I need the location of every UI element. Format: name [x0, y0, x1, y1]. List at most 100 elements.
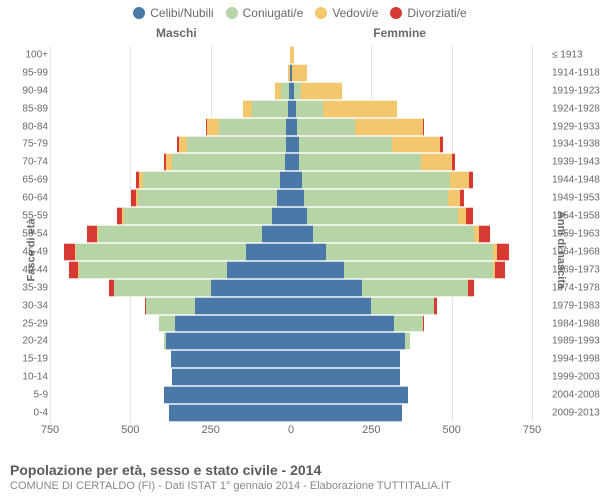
bar-segment: [362, 279, 468, 297]
female-half: [291, 82, 532, 100]
female-half: [291, 350, 532, 368]
bar-segment: [405, 332, 410, 350]
bar-segment: [291, 225, 313, 243]
male-half: [50, 404, 291, 422]
female-half: [291, 225, 532, 243]
age-label: 80-84: [4, 121, 48, 132]
bar-segment: [187, 136, 287, 154]
age-label: 25-29: [4, 318, 48, 329]
pyramid-row: [50, 243, 532, 261]
pyramid-row: [50, 386, 532, 404]
y-left-labels: 100+95-9990-9485-8980-8475-7970-7465-696…: [4, 46, 48, 422]
birth-year-label: 1934-1938: [552, 139, 596, 150]
birth-year-label: 1944-1948: [552, 175, 596, 186]
female-half: [291, 261, 532, 279]
female-half: [291, 153, 532, 171]
bar-segment: [323, 100, 397, 118]
age-label: 70-74: [4, 157, 48, 168]
bar-segment: [291, 279, 362, 297]
bar-segment: [469, 171, 473, 189]
bar-segment: [394, 315, 423, 333]
pyramid-row: [50, 350, 532, 368]
legend-label: Celibi/Nubili: [150, 6, 213, 20]
pyramid-row: [50, 207, 532, 225]
x-tick-label: 250: [201, 424, 219, 436]
age-label: 45-49: [4, 246, 48, 257]
gridline: [532, 46, 533, 422]
male-half: [50, 350, 291, 368]
legend-item: Coniugati/e: [226, 6, 304, 20]
x-tick-label: 250: [362, 424, 380, 436]
male-half: [50, 100, 291, 118]
male-half: [50, 368, 291, 386]
bar-segment: [138, 189, 276, 207]
male-half: [50, 118, 291, 136]
bar-segment: [450, 171, 469, 189]
male-half: [50, 207, 291, 225]
female-half: [291, 189, 532, 207]
birth-year-label: 1984-1988: [552, 318, 596, 329]
bar-segment: [479, 225, 490, 243]
x-tick-label: 500: [442, 424, 460, 436]
header-male: Maschi: [156, 26, 197, 40]
legend-swatch: [226, 7, 238, 19]
bar-segment: [175, 315, 291, 333]
bar-segment: [172, 153, 284, 171]
age-label: 15-19: [4, 354, 48, 365]
bar-segment: [291, 207, 307, 225]
age-label: 95-99: [4, 67, 48, 78]
female-half: [291, 404, 532, 422]
bar-segment: [440, 136, 443, 154]
pyramid-row: [50, 332, 532, 350]
bar-segment: [280, 171, 291, 189]
caption: Popolazione per età, sesso e stato civil…: [10, 462, 590, 492]
bar-segment: [291, 350, 400, 368]
bar-segment: [299, 153, 421, 171]
male-half: [50, 153, 291, 171]
bar-segment: [313, 225, 474, 243]
female-half: [291, 243, 532, 261]
birth-year-label: 1919-1923: [552, 85, 596, 96]
age-label: 10-14: [4, 372, 48, 383]
header-female: Femmine: [373, 26, 426, 40]
bar-segment: [87, 225, 97, 243]
bar-segment: [291, 153, 299, 171]
bar-segment: [466, 207, 472, 225]
legend-label: Vedovi/e: [332, 6, 378, 20]
pyramid-row: [50, 46, 532, 64]
birth-year-label: 1979-1983: [552, 300, 596, 311]
age-label: 90-94: [4, 85, 48, 96]
bar-segment: [277, 189, 291, 207]
male-half: [50, 46, 291, 64]
female-half: [291, 207, 532, 225]
bar-segment: [297, 118, 355, 136]
bar-segment: [291, 189, 304, 207]
bar-segment: [291, 243, 326, 261]
x-tick-label: 750: [523, 424, 541, 436]
female-half: [291, 100, 532, 118]
birth-year-label: 1924-1928: [552, 103, 596, 114]
pyramid-row: [50, 261, 532, 279]
male-half: [50, 261, 291, 279]
pyramid-row: [50, 100, 532, 118]
bar-segment: [291, 386, 408, 404]
pyramid-row: [50, 297, 532, 315]
bar-segment: [304, 189, 449, 207]
pyramid-row: [50, 315, 532, 333]
age-label: 50-54: [4, 229, 48, 240]
birth-year-label: ≤ 1913: [552, 49, 596, 60]
bar-segment: [291, 171, 302, 189]
population-pyramid-chart: Celibi/NubiliConiugati/eVedovi/eDivorzia…: [0, 0, 600, 500]
legend-swatch: [390, 7, 402, 19]
bar-segment: [497, 243, 510, 261]
male-half: [50, 171, 291, 189]
pyramid-row: [50, 171, 532, 189]
bar-segment: [246, 243, 291, 261]
bar-segment: [272, 207, 291, 225]
male-half: [50, 279, 291, 297]
bar-segment: [344, 261, 493, 279]
age-label: 55-59: [4, 211, 48, 222]
bar-segment: [76, 243, 246, 261]
age-label: 75-79: [4, 139, 48, 150]
birth-year-label: 2009-2013: [552, 408, 596, 419]
